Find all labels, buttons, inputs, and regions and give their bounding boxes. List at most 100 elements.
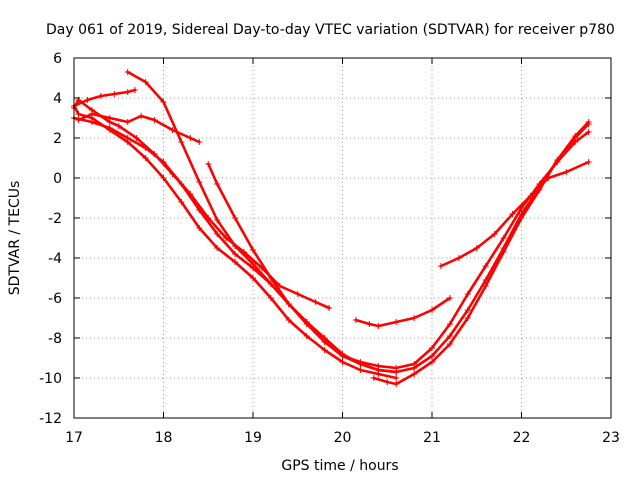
data-point <box>88 111 95 117</box>
data-point <box>133 135 140 141</box>
data-point <box>393 319 400 325</box>
data-series <box>71 69 592 387</box>
data-point <box>585 129 592 135</box>
data-point <box>429 307 435 313</box>
data-point <box>554 157 561 163</box>
data-point <box>84 97 91 103</box>
chart-title: Day 061 of 2019, Sidereal Day-to-day VTE… <box>46 22 615 38</box>
data-point <box>196 207 203 213</box>
data-point <box>518 215 525 221</box>
data-point <box>375 323 382 329</box>
data-point <box>267 275 274 281</box>
series-arc8 <box>352 295 453 329</box>
data-point <box>178 181 185 187</box>
data-point <box>455 255 462 261</box>
data-point <box>585 159 592 165</box>
data-point <box>106 125 113 131</box>
data-point <box>500 249 507 255</box>
data-point <box>196 139 203 145</box>
data-point <box>464 291 471 297</box>
y-tick-label: 6 <box>53 51 62 67</box>
x-axis-label: GPS time / hours <box>281 458 398 474</box>
y-axis-label: SDTVAR / TECUs <box>7 181 23 296</box>
data-point <box>267 295 274 301</box>
data-point <box>446 341 453 347</box>
data-point <box>429 345 435 351</box>
data-point <box>429 353 435 359</box>
data-point <box>187 135 194 141</box>
data-point <box>464 315 471 321</box>
data-point <box>321 339 328 345</box>
series-trace <box>72 104 398 380</box>
y-tick-labels: 6 4 2 0 -2 -4 -6 -8 -10 -12 <box>39 51 62 427</box>
data-point <box>366 321 373 327</box>
data-point <box>214 181 221 187</box>
data-point <box>131 87 138 93</box>
data-point <box>232 251 239 257</box>
data-point <box>370 375 377 381</box>
data-point <box>214 217 221 223</box>
data-point <box>115 123 122 129</box>
data-point <box>178 199 185 205</box>
data-point <box>142 155 149 161</box>
x-tick-label: 18 <box>155 430 173 446</box>
series-arc6 <box>71 87 138 109</box>
data-point <box>124 135 131 141</box>
x-tick-label: 21 <box>423 430 441 446</box>
series-arc2 <box>71 103 400 381</box>
data-point <box>357 367 364 373</box>
x-tick-labels: 17 18 19 20 21 22 23 <box>65 430 620 446</box>
data-point <box>205 161 212 167</box>
y-tick-label: 2 <box>53 131 62 147</box>
data-point <box>142 79 149 85</box>
y-tick-label: -2 <box>48 211 62 227</box>
data-point <box>446 321 453 327</box>
data-point <box>352 317 359 323</box>
data-point <box>75 117 82 123</box>
data-point <box>339 353 346 359</box>
data-point <box>160 175 167 181</box>
data-point <box>429 359 435 365</box>
data-point <box>124 69 131 75</box>
data-point <box>285 301 292 307</box>
data-point <box>178 139 185 145</box>
y-tick-label: -4 <box>48 251 62 267</box>
data-point <box>411 371 418 377</box>
data-point <box>572 133 579 139</box>
data-point <box>294 291 301 297</box>
y-tick-label: -8 <box>48 331 62 347</box>
data-point <box>500 235 507 241</box>
data-point <box>464 307 471 313</box>
grid-lines <box>74 58 611 418</box>
data-point <box>482 283 489 289</box>
data-point <box>411 365 418 371</box>
data-point <box>138 113 145 119</box>
series-trace <box>372 120 590 386</box>
data-point <box>339 359 346 365</box>
series-trace <box>207 122 590 374</box>
data-point <box>106 115 113 121</box>
x-tick-label: 22 <box>513 430 531 446</box>
x-tick-label: 23 <box>602 430 620 446</box>
tick-marks <box>73 57 612 419</box>
data-point <box>393 375 400 381</box>
data-point <box>585 119 592 125</box>
data-point <box>357 361 364 367</box>
data-point <box>232 215 239 221</box>
data-point <box>196 225 203 231</box>
data-point <box>88 119 95 125</box>
data-point <box>491 231 498 237</box>
y-tick-label: -6 <box>48 291 62 307</box>
data-point <box>384 379 391 385</box>
data-point <box>142 145 149 151</box>
data-point <box>446 333 453 339</box>
x-tick-label: 20 <box>334 430 352 446</box>
data-point <box>473 245 480 251</box>
data-point <box>321 347 328 353</box>
data-point <box>375 367 382 373</box>
data-point <box>214 245 221 251</box>
data-point <box>124 119 131 125</box>
data-point <box>303 321 310 327</box>
x-tick-label: 19 <box>244 430 262 446</box>
